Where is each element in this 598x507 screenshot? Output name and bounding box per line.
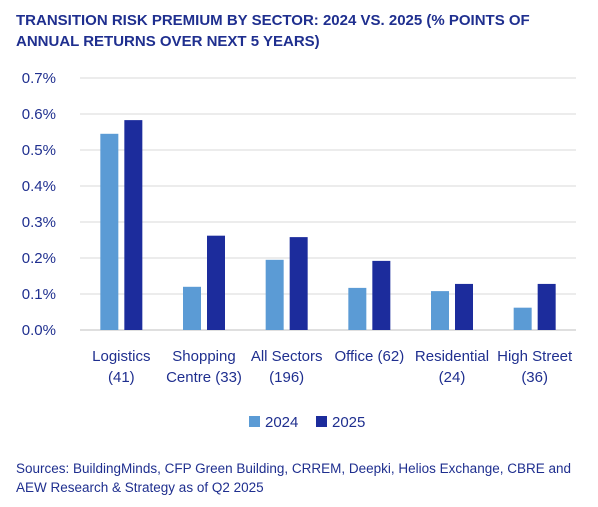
bar-2024 — [431, 291, 449, 330]
x-tick-label: Centre (33) — [166, 369, 242, 386]
y-tick-label: 0.6% — [22, 106, 56, 123]
x-tick-label: (36) — [521, 369, 548, 386]
x-tick-label: High Street — [497, 348, 573, 365]
x-tick-label: (196) — [269, 369, 304, 386]
bar-2024 — [265, 259, 284, 330]
sources-note: Sources: BuildingMinds, CFP Green Buildi… — [16, 461, 572, 495]
x-tick-label: Office (62) — [334, 348, 404, 365]
legend: 2024 2025 — [249, 414, 365, 431]
bar-2024 — [183, 286, 201, 330]
x-axis-labels: Logistics (41) Shopping Centre (33) All Sect… — [92, 348, 573, 386]
y-axis-ticks: 0.0% 0.1% 0.2% 0.3% 0.4% 0.5% 0.6% 0.7% — [22, 70, 56, 339]
legend-label-2025: 2025 — [332, 414, 365, 431]
legend-swatch-2024 — [249, 416, 260, 427]
bar-2025 — [289, 237, 308, 330]
bar-2024 — [100, 133, 119, 330]
y-tick-label: 0.0% — [22, 322, 56, 339]
bar-2025 — [207, 235, 225, 330]
bars — [100, 120, 556, 331]
x-tick-label: Residential — [415, 348, 489, 365]
x-tick-label: All Sectors — [251, 348, 323, 365]
x-tick-label: (41) — [108, 369, 135, 386]
bar-2025 — [455, 283, 473, 330]
y-tick-label: 0.3% — [22, 214, 56, 231]
y-tick-label: 0.7% — [22, 70, 56, 87]
x-tick-label: Shopping — [172, 348, 235, 365]
bar-2024 — [513, 307, 532, 330]
bar-2025 — [124, 120, 143, 331]
y-tick-label: 0.5% — [22, 142, 56, 159]
chart-title: TRANSITION RISK PREMIUM BY SECTOR: 2024 … — [16, 12, 530, 50]
legend-label-2024: 2024 — [265, 414, 298, 431]
y-tick-label: 0.2% — [22, 250, 56, 267]
y-tick-label: 0.1% — [22, 286, 56, 303]
bar-2024 — [348, 287, 367, 330]
x-tick-label: (24) — [439, 369, 466, 386]
y-tick-label: 0.4% — [22, 178, 56, 195]
gridlines — [80, 77, 576, 331]
bar-2025 — [537, 283, 556, 330]
x-tick-label: Logistics — [92, 348, 150, 365]
bar-2025 — [372, 260, 391, 330]
legend-swatch-2025 — [316, 416, 327, 427]
